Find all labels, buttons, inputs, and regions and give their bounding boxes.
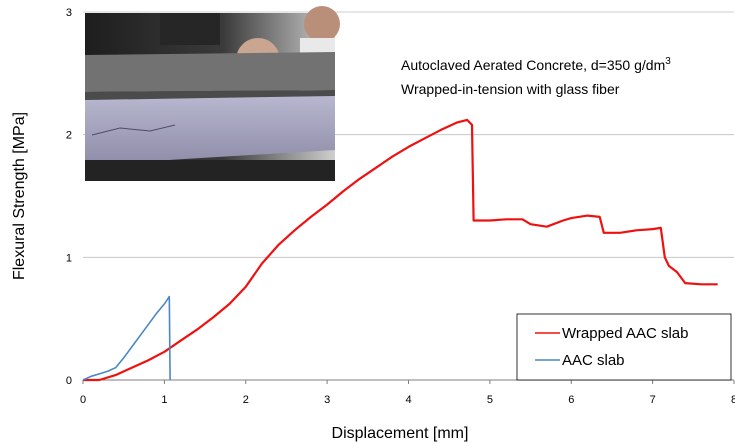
series-layer [82, 118, 718, 382]
legend-box [516, 313, 732, 381]
legend-label-aac: AAC slab [562, 352, 625, 369]
y-tick-label-2: 2 [66, 130, 72, 142]
annotation-line-1: Autoclaved Aerated Concrete, d=350 g/dm3 [401, 56, 671, 73]
specimen-photo [85, 6, 340, 181]
y-tick-label-1: 1 [66, 252, 72, 264]
legend-label-wrapped: Wrapped AAC slab [562, 325, 688, 342]
x-axis-title: Displacement [mm] [332, 425, 469, 442]
x-tick-label-7: 7 [650, 394, 656, 406]
x-tick-label-2: 2 [243, 394, 249, 406]
x-tick-label-8: 8 [731, 394, 735, 406]
x-tick-label-3: 3 [324, 394, 330, 406]
series-line-0 [83, 118, 718, 382]
x-tick-label-0: 0 [80, 394, 86, 406]
axis-ticks: 0 1 2 3 0 1 2 3 4 5 6 7 8 [66, 7, 735, 406]
x-tick-label-5: 5 [487, 394, 493, 406]
series-line-1 [82, 295, 171, 381]
annotation-line-2: Wrapped-in-tension with glass fiber [401, 81, 620, 97]
chart-annotation: Autoclaved Aerated Concrete, d=350 g/dm3… [401, 56, 671, 97]
y-axis-title: Flexural Strength [MPa] [11, 112, 28, 280]
legend: Wrapped AAC slab AAC slab [516, 313, 732, 381]
y-tick-label-3: 3 [66, 7, 72, 19]
x-tick-label-4: 4 [405, 394, 411, 406]
y-tick-label-0: 0 [66, 375, 72, 387]
x-tick-label-1: 1 [161, 394, 167, 406]
x-tick-label-6: 6 [568, 394, 574, 406]
